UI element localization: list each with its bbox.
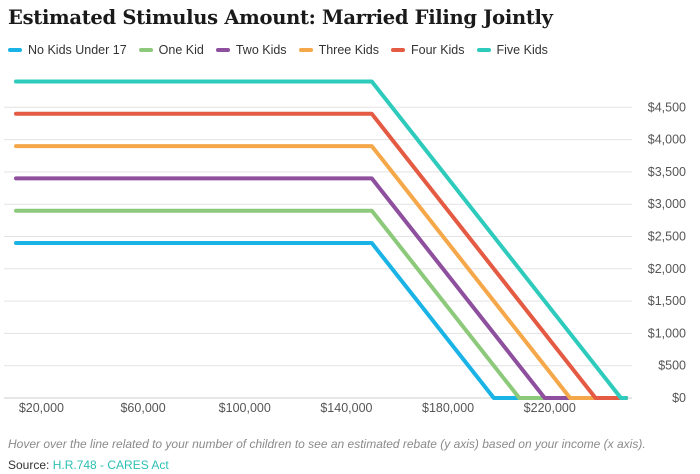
legend-label: No Kids Under 17 [28,43,127,57]
legend-swatch [8,48,22,52]
legend-swatch [476,48,491,52]
y-tick-label: $1,500 [648,294,686,308]
legend-item[interactable]: No Kids Under 17 [8,43,127,57]
legend-swatch [391,48,406,52]
legend-label: Two Kids [235,43,287,57]
series-line[interactable] [14,111,628,400]
y-tick-label: $4,000 [648,133,686,147]
legend-swatch [138,48,153,52]
x-tick-label: $220,000 [524,401,576,415]
source-label: Source: [8,458,50,472]
chart-legend: No Kids Under 17 One Kid Two Kids Three Kid… [8,42,560,58]
legend-item[interactable]: Three Kids [298,43,380,57]
legend-item[interactable]: Four Kids [391,43,465,57]
x-tick-label: $140,000 [320,401,372,415]
y-tick-label: $2,500 [648,230,686,244]
y-tick-label: $4,500 [648,100,686,114]
y-tick-label: $3,000 [648,197,686,211]
legend-swatch [215,48,230,52]
legend-item[interactable]: One Kid [138,43,204,57]
y-tick-label: $0 [672,391,686,405]
y-tick-label: $1,000 [648,326,686,340]
x-tick-label: $100,000 [219,401,271,415]
x-tick-label: $60,000 [120,401,165,415]
legend-label: Three Kids [318,43,380,57]
legend-item[interactable]: Two Kids [215,43,287,57]
series-line[interactable] [14,144,628,400]
series-line[interactable] [14,208,628,400]
chart-caption: Hover over the line related to your numb… [8,437,646,451]
source-link[interactable]: H.R.748 - CARES Act [52,458,169,472]
source-line: Source: H.R.748 - CARES Act [8,458,169,472]
legend-item[interactable]: Five Kids [476,43,548,57]
y-tick-label: $3,500 [648,165,686,179]
series-line[interactable] [14,79,628,400]
x-tick-label: $180,000 [422,401,474,415]
line-chart: $0 $500 $1,000 $1,500 $2,000 $2,500 $3,000 $3,5… [4,79,686,415]
legend-label: Five Kids [496,43,548,57]
legend-label: One Kid [158,43,204,57]
chart-title: Estimated Stimulus Amount: Married Filin… [8,6,553,29]
y-tick-label: $2,000 [648,262,686,276]
legend-swatch [298,48,313,52]
x-tick-label: $20,000 [19,401,64,415]
legend-label: Four Kids [411,43,465,57]
y-tick-label: $500 [658,359,686,373]
